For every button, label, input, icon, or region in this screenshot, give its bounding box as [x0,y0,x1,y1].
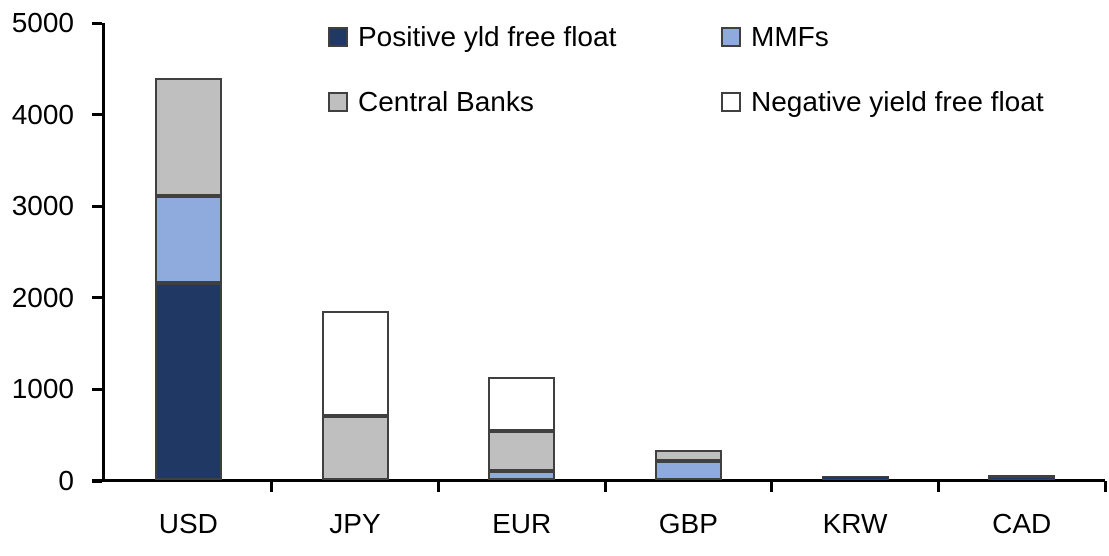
x-axis-label-cad: CAD [992,508,1052,539]
x-axis-label-eur: EUR [492,508,552,539]
y-axis-label: 4000 [11,98,74,130]
y-axis-tick [92,387,102,391]
y-axis-tick [92,296,102,300]
bar-segment-gbp-central-banks [654,449,722,461]
legend-swatch-positive-yld-free-float [328,27,348,47]
legend-item-mmfs: MMFs [721,20,829,54]
x-axis-label-usd: USD [158,508,218,539]
x-axis-line [92,479,1105,482]
y-axis-label: 0 [58,465,74,496]
legend-label-central-banks: Central Banks [358,86,534,117]
legend-item-central-banks: Central Banks [328,85,534,119]
bar-segment-cad-positive-yld-free-float [988,477,1056,480]
y-axis-label: 5000 [11,7,74,38]
legend-swatch-negative-yield-free-float [721,92,741,112]
bar-segment-eur-mmfs [488,470,556,480]
y-axis-label: 2000 [11,281,74,313]
bar-segment-jpy-central-banks [321,415,389,480]
x-axis-label-gbp: GBP [658,508,718,539]
y-axis-tick [92,204,102,208]
x-axis-tick [270,481,274,492]
bar-segment-jpy-negative-yield-free-float [321,310,389,416]
y-axis-tick [92,113,102,117]
bar-segment-eur-negative-yield-free-float [488,377,556,431]
legend-item-positive-yld-free-float: Positive yld free float [328,20,616,54]
x-axis-label-krw: KRW [822,508,888,539]
bar-segment-cad-central-banks [988,474,1056,478]
x-axis-tick [603,481,607,492]
bar-segment-gbp-mmfs [654,460,722,480]
y-axis-line [102,23,105,481]
x-axis-label-jpy: JPY [329,508,381,539]
legend-label-negative-yield-free-float: Negative yield free float [751,86,1044,117]
legend-item-negative-yield-free-float: Negative yield free float [721,85,1044,119]
legend-swatch-central-banks [328,92,348,112]
x-axis-tick [1103,481,1107,492]
bar-segment-usd-positive-yld-free-float [154,283,222,480]
bar-segment-krw-positive-yld-free-float [821,475,889,480]
legend-label-positive-yld-free-float: Positive yld free float [358,21,617,52]
y-axis-label: 1000 [11,373,74,405]
bar-segment-usd-mmfs [154,196,222,284]
legend-label-mmfs: MMFs [751,21,829,52]
x-axis-tick [436,481,440,492]
x-axis-tick [936,481,940,492]
legend-swatch-mmfs [721,27,741,47]
bar-segment-usd-central-banks [154,77,222,197]
y-axis-tick [92,21,102,25]
y-axis-tick [92,479,102,483]
x-axis-tick [770,481,774,492]
bar-segment-eur-central-banks [488,430,556,471]
y-axis-label: 3000 [11,190,74,222]
